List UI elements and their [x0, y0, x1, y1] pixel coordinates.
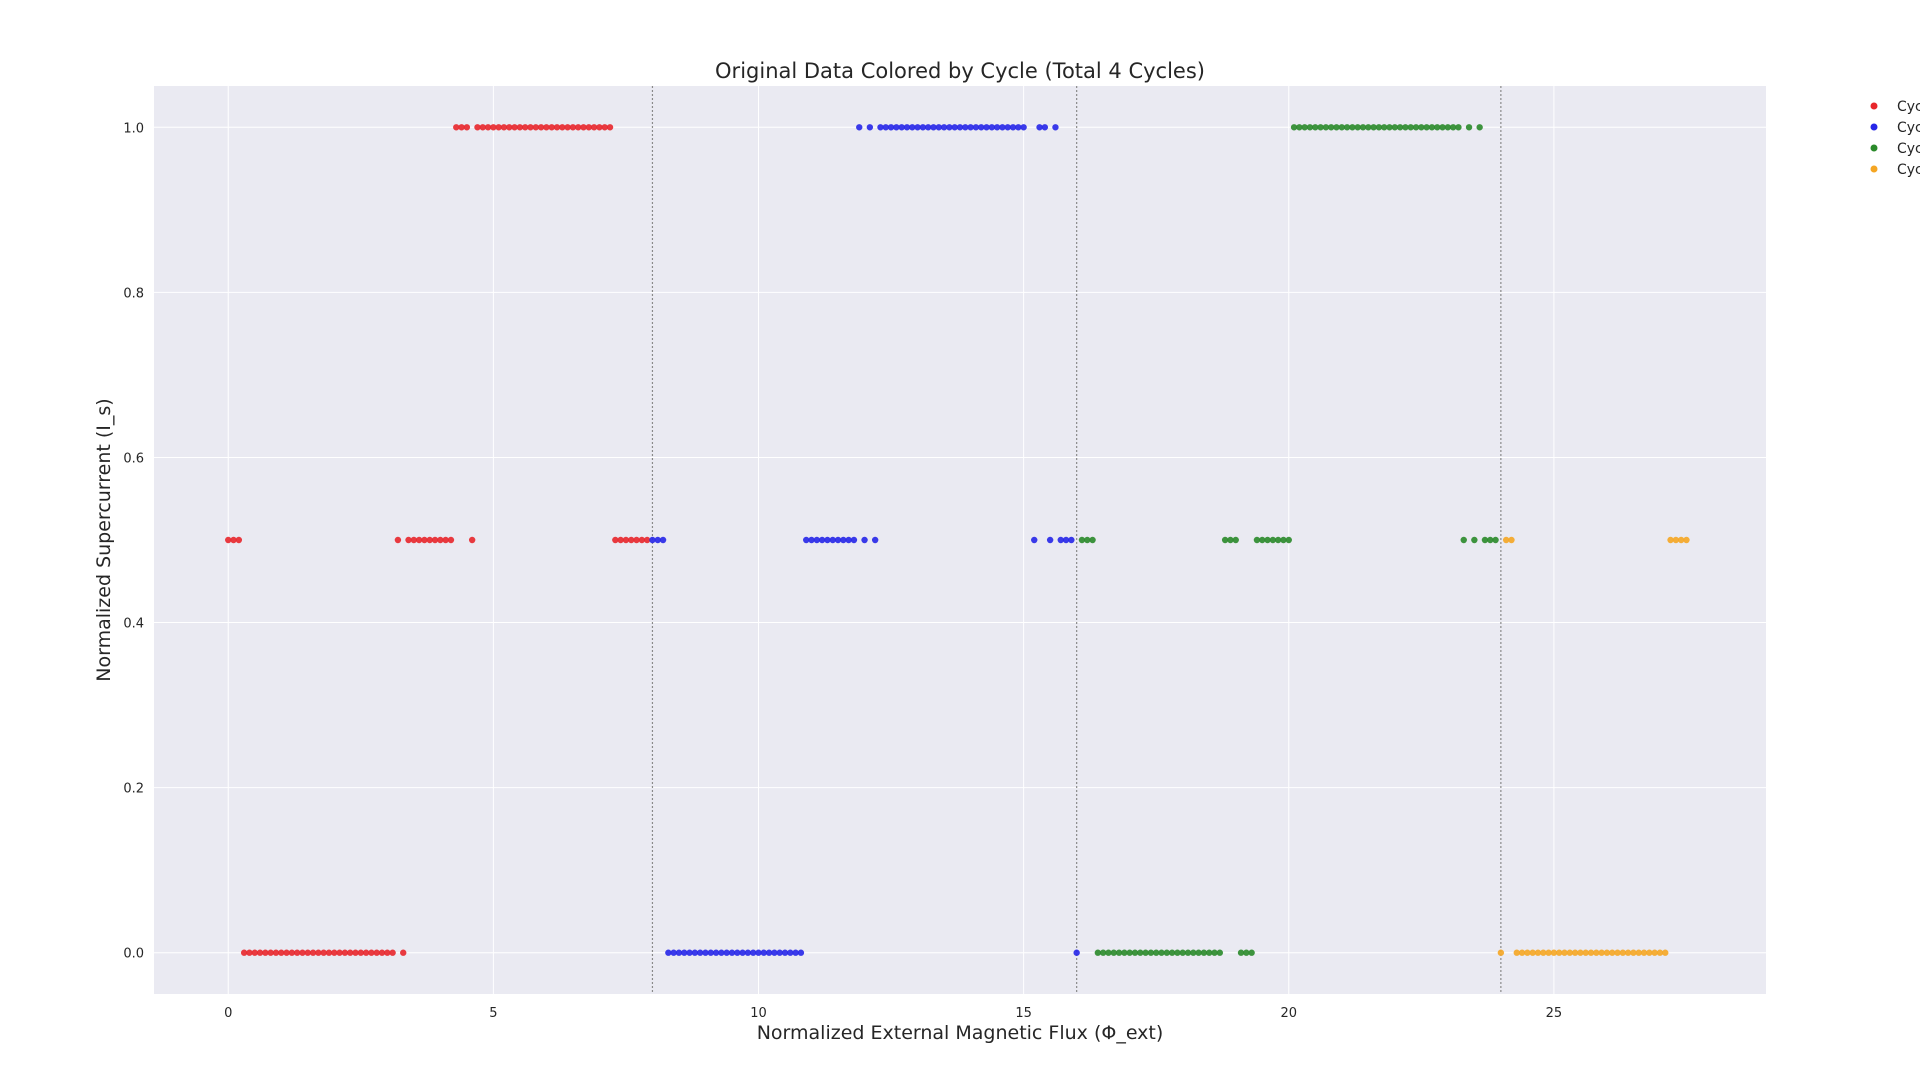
- y-tick-label: 0.2: [123, 782, 144, 797]
- data-point-cycle-4: [1498, 950, 1504, 956]
- y-tick-label: 0.6: [123, 451, 144, 466]
- data-point-cycle-1: [448, 537, 454, 543]
- data-point-cycle-3: [1466, 124, 1472, 130]
- data-point-cycle-3: [1471, 537, 1477, 543]
- data-point-cycle-3: [1492, 537, 1498, 543]
- data-point-cycle-2: [867, 124, 873, 130]
- data-point-cycle-1: [389, 950, 395, 956]
- legend-label: Cyc: [1897, 162, 1920, 178]
- data-point-cycle-1: [469, 537, 475, 543]
- legend-marker: [1871, 166, 1878, 173]
- legend-label: Cyc: [1897, 120, 1920, 136]
- data-point-cycle-3: [1461, 537, 1467, 543]
- data-point-cycle-3: [1476, 124, 1482, 130]
- y-tick-label: 0.0: [123, 947, 144, 962]
- x-tick-label: 25: [1546, 1006, 1563, 1021]
- x-tick-label: 15: [1015, 1006, 1032, 1021]
- y-axis-label: Normalized Supercurrent (I_s): [93, 398, 115, 681]
- legend-marker: [1871, 103, 1878, 110]
- data-point-cycle-3: [1286, 537, 1292, 543]
- data-point-cycle-3: [1455, 124, 1461, 130]
- y-tick-label: 0.8: [123, 286, 144, 301]
- x-tick-label: 0: [224, 1006, 232, 1021]
- legend-label: Cyc: [1897, 141, 1920, 157]
- x-tick-label: 20: [1280, 1006, 1297, 1021]
- data-point-cycle-3: [1248, 950, 1254, 956]
- data-point-cycle-3: [1233, 537, 1239, 543]
- data-point-cycle-1: [236, 537, 242, 543]
- data-point-cycle-1: [464, 124, 470, 130]
- x-axis-label: Normalized External Magnetic Flux (Φ_ext…: [757, 1022, 1164, 1044]
- y-tick-label: 0.4: [123, 617, 144, 632]
- data-point-cycle-2: [856, 124, 862, 130]
- data-point-cycle-2: [861, 537, 867, 543]
- data-point-cycle-4: [1508, 537, 1514, 543]
- data-point-cycle-2: [1031, 537, 1037, 543]
- legend-label: Cyc: [1897, 99, 1920, 115]
- data-point-cycle-2: [1042, 124, 1048, 130]
- data-point-cycle-2: [660, 537, 666, 543]
- legend-marker: [1871, 124, 1878, 131]
- data-point-cycle-1: [400, 950, 406, 956]
- y-tick-label: 1.0: [123, 121, 144, 136]
- data-point-cycle-2: [1068, 537, 1074, 543]
- x-tick-label: 5: [489, 1006, 497, 1021]
- chart-title: Original Data Colored by Cycle (Total 4 …: [715, 59, 1205, 83]
- data-point-cycle-4: [1662, 950, 1668, 956]
- data-point-cycle-2: [872, 537, 878, 543]
- data-point-cycle-4: [1683, 537, 1689, 543]
- data-point-cycle-2: [798, 950, 804, 956]
- data-point-cycle-2: [851, 537, 857, 543]
- x-tick-label: 10: [750, 1006, 767, 1021]
- legend-marker: [1871, 145, 1878, 152]
- data-point-cycle-2: [1020, 124, 1026, 130]
- data-point-cycle-3: [1089, 537, 1095, 543]
- data-point-cycle-1: [395, 537, 401, 543]
- data-point-cycle-3: [1217, 950, 1223, 956]
- data-point-cycle-2: [1047, 537, 1053, 543]
- data-point-cycle-2: [1073, 950, 1079, 956]
- data-point-cycle-2: [1052, 124, 1058, 130]
- data-point-cycle-1: [607, 124, 613, 130]
